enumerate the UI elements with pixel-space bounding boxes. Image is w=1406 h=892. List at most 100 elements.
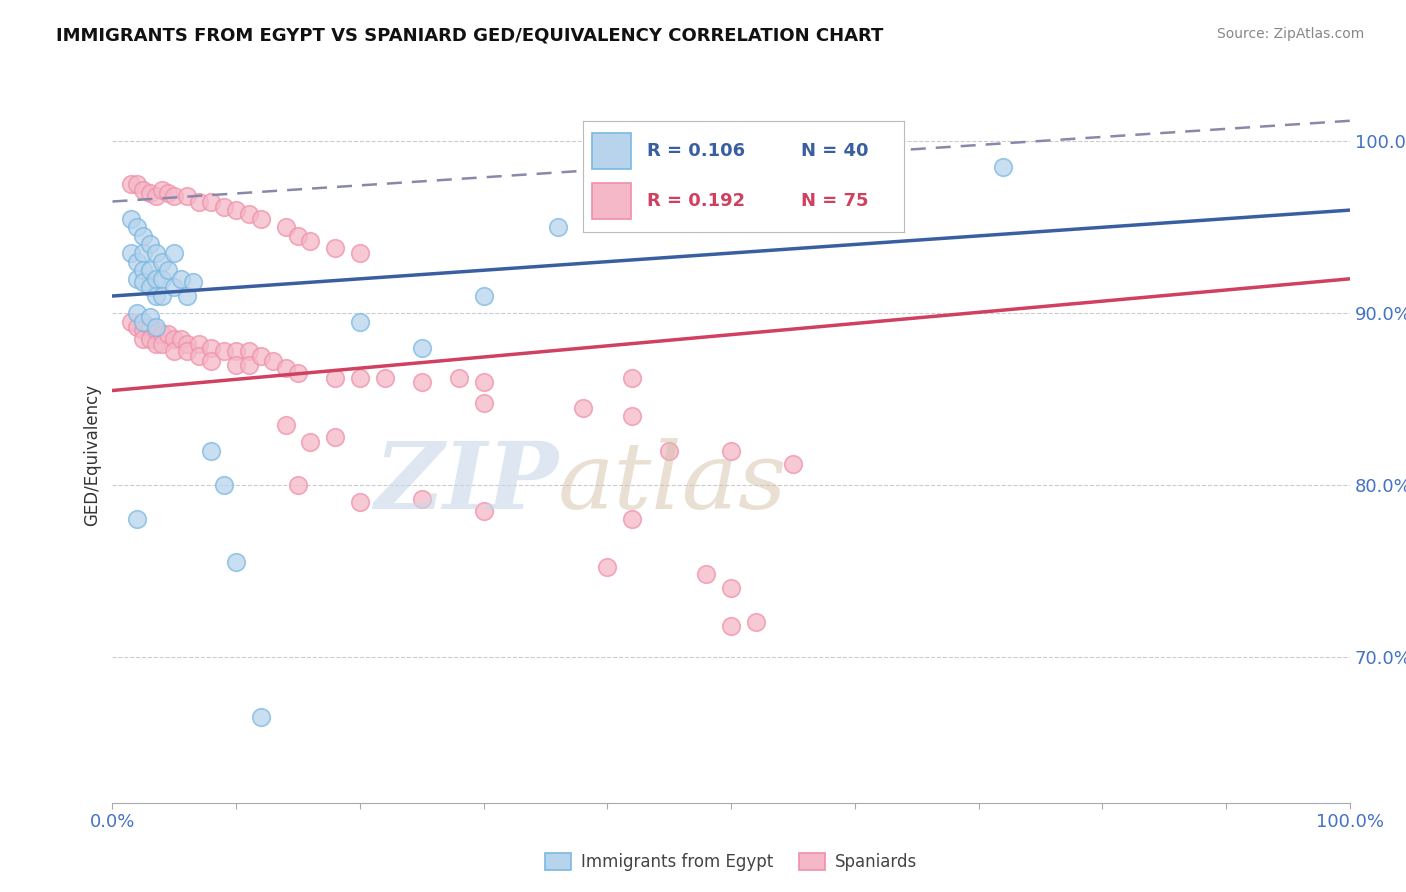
Point <box>621 371 644 385</box>
Point <box>596 560 619 574</box>
Point <box>127 254 149 268</box>
Point <box>993 160 1015 174</box>
Point <box>132 263 155 277</box>
Point <box>150 272 173 286</box>
Point <box>176 337 198 351</box>
Point <box>138 186 160 200</box>
Point <box>157 263 180 277</box>
Point <box>658 443 681 458</box>
Point <box>411 491 433 506</box>
Point <box>349 246 371 260</box>
Point <box>349 315 371 329</box>
Point <box>120 246 142 260</box>
Y-axis label: GED/Equivalency: GED/Equivalency <box>83 384 101 526</box>
Point <box>176 343 198 358</box>
Text: IMMIGRANTS FROM EGYPT VS SPANIARD GED/EQUIVALENCY CORRELATION CHART: IMMIGRANTS FROM EGYPT VS SPANIARD GED/EQ… <box>56 27 883 45</box>
Point <box>150 289 173 303</box>
Point <box>621 512 644 526</box>
Point <box>238 206 260 220</box>
Point <box>127 512 149 526</box>
Point <box>274 417 297 432</box>
Point <box>225 358 247 372</box>
Point <box>163 189 186 203</box>
Point <box>145 337 167 351</box>
Point <box>621 409 644 424</box>
Point <box>163 280 186 294</box>
Point <box>181 275 204 289</box>
Point <box>163 246 186 260</box>
Point <box>120 178 142 192</box>
Point <box>411 341 433 355</box>
Point <box>138 280 160 294</box>
Point <box>472 395 495 409</box>
Point <box>157 186 180 200</box>
Point <box>163 332 186 346</box>
Point <box>349 371 371 385</box>
Point <box>145 289 167 303</box>
Text: Source: ZipAtlas.com: Source: ZipAtlas.com <box>1216 27 1364 41</box>
Point <box>782 458 804 472</box>
Text: ZIP: ZIP <box>374 438 558 528</box>
Point <box>212 478 235 492</box>
Point <box>132 182 155 196</box>
Point <box>472 504 495 518</box>
Point <box>188 349 211 363</box>
Point <box>176 289 198 303</box>
Point <box>212 343 235 358</box>
Point <box>127 178 149 192</box>
Point <box>447 371 470 385</box>
Point <box>150 254 173 268</box>
Point <box>250 211 273 226</box>
Point <box>132 275 155 289</box>
Point <box>169 272 191 286</box>
Point <box>411 375 433 389</box>
Point <box>287 478 309 492</box>
Point <box>127 220 149 235</box>
Point <box>299 435 322 450</box>
Point <box>127 272 149 286</box>
Point <box>200 354 222 368</box>
Point <box>200 443 222 458</box>
Point <box>150 182 173 196</box>
Point <box>547 220 569 235</box>
Point <box>720 581 742 595</box>
Point <box>225 203 247 218</box>
Point <box>571 401 593 415</box>
Point <box>287 228 309 243</box>
Point <box>323 430 346 444</box>
Point <box>844 189 866 203</box>
Point <box>157 326 180 341</box>
Point <box>188 337 211 351</box>
Point <box>138 310 160 324</box>
Point <box>238 358 260 372</box>
Point <box>176 189 198 203</box>
Point <box>138 237 160 252</box>
Point <box>262 354 284 368</box>
Point <box>163 343 186 358</box>
Point <box>188 194 211 209</box>
Point <box>374 371 396 385</box>
Point <box>200 194 222 209</box>
Text: atlas: atlas <box>558 438 787 528</box>
Point <box>299 234 322 248</box>
Point <box>720 203 742 218</box>
Point <box>120 211 142 226</box>
Point <box>274 361 297 376</box>
Point <box>472 375 495 389</box>
Point <box>200 341 222 355</box>
Point <box>138 320 160 334</box>
Point <box>745 615 768 630</box>
Point <box>169 332 191 346</box>
Point <box>132 332 155 346</box>
Point <box>150 337 173 351</box>
Point <box>695 567 717 582</box>
Point <box>250 710 273 724</box>
Point <box>120 315 142 329</box>
Point <box>132 246 155 260</box>
Point <box>145 246 167 260</box>
Point <box>150 326 173 341</box>
Point <box>472 289 495 303</box>
Point <box>212 200 235 214</box>
Point <box>225 555 247 569</box>
Point <box>323 371 346 385</box>
